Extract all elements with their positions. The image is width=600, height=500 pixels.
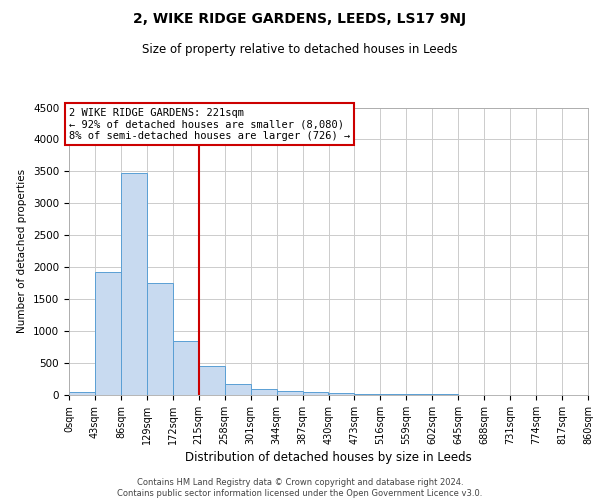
Bar	[224, 384, 251, 395]
Bar	[355, 394, 380, 395]
Text: Contains HM Land Registry data © Crown copyright and database right 2024.
Contai: Contains HM Land Registry data © Crown c…	[118, 478, 482, 498]
Bar	[173, 342, 199, 395]
Text: 2, WIKE RIDGE GARDENS, LEEDS, LS17 9NJ: 2, WIKE RIDGE GARDENS, LEEDS, LS17 9NJ	[133, 12, 467, 26]
Bar	[147, 282, 173, 395]
Bar	[406, 394, 432, 395]
Text: Size of property relative to detached houses in Leeds: Size of property relative to detached ho…	[142, 42, 458, 56]
Bar	[277, 390, 302, 395]
Bar	[251, 388, 277, 395]
Bar	[95, 272, 121, 395]
Bar	[432, 394, 458, 395]
Bar	[199, 366, 224, 395]
Bar	[329, 393, 355, 395]
Bar	[121, 174, 147, 395]
X-axis label: Distribution of detached houses by size in Leeds: Distribution of detached houses by size …	[185, 451, 472, 464]
Bar	[69, 392, 95, 395]
Text: 2 WIKE RIDGE GARDENS: 221sqm
← 92% of detached houses are smaller (8,080)
8% of : 2 WIKE RIDGE GARDENS: 221sqm ← 92% of de…	[69, 108, 350, 140]
Bar	[380, 394, 406, 395]
Bar	[302, 392, 329, 395]
Y-axis label: Number of detached properties: Number of detached properties	[17, 169, 28, 334]
